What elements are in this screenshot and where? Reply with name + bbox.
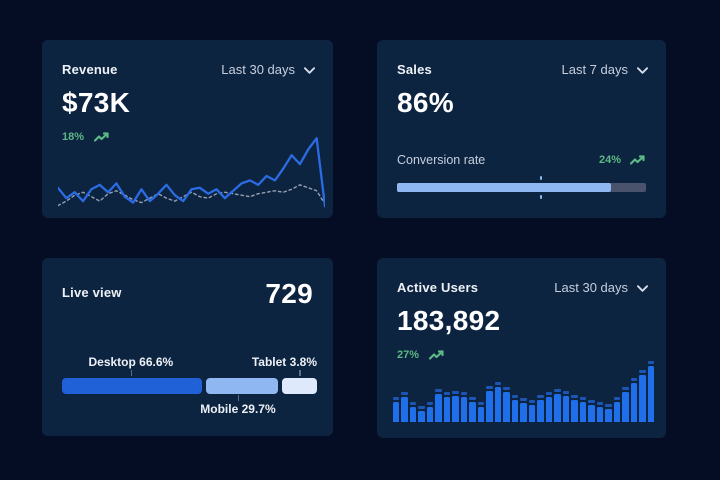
- device-stacked-bar: [62, 378, 318, 394]
- sales-card: Sales Last 7 days 86% Conversion rate 24…: [377, 40, 666, 218]
- conversion-fill: [397, 183, 612, 192]
- mobile-segment: [206, 378, 278, 394]
- user-bar: [460, 392, 468, 422]
- revenue-value: $73K: [62, 87, 131, 118]
- mobile-tick: [237, 395, 240, 401]
- conversion-marker-bottom: [540, 195, 543, 199]
- user-bar: [562, 391, 570, 422]
- user-bar: [605, 403, 612, 422]
- user-bar: [435, 389, 442, 422]
- active-users-value: 183,892: [397, 305, 501, 336]
- conversion-progress: [397, 176, 646, 199]
- tablet-segment-label: Tablet 3.8%: [251, 355, 317, 369]
- user-bar: [639, 369, 646, 422]
- user-bar: [630, 377, 638, 422]
- user-bar: [477, 402, 485, 422]
- revenue-delta: 18%: [62, 131, 85, 143]
- user-bar: [494, 381, 502, 422]
- revenue-card-header: Revenue Last 30 days: [42, 40, 333, 77]
- active-users-card-header: Active Users Last 30 days: [377, 258, 666, 295]
- user-bar: [426, 402, 434, 422]
- active-users-bar-chart: [393, 358, 655, 422]
- sales-card-header: Sales Last 7 days: [377, 40, 666, 77]
- live-view-value: 729: [265, 278, 313, 309]
- sales-range-selector[interactable]: Last 7 days: [561, 62, 648, 77]
- user-bar: [647, 361, 655, 422]
- user-bar: [571, 394, 578, 422]
- sales-value: 86%: [397, 87, 454, 118]
- active-users-range-selector[interactable]: Last 30 days: [554, 280, 648, 295]
- revenue-range-selector[interactable]: Last 30 days: [221, 62, 315, 77]
- user-bar: [596, 402, 604, 422]
- revenue-delta-row: 18%: [42, 131, 333, 143]
- revenue-line-chart: [58, 130, 325, 210]
- conversion-row: Conversion rate 24%: [377, 153, 666, 167]
- revenue-range-label: Last 30 days: [221, 62, 295, 77]
- chevron-down-icon: [637, 67, 648, 74]
- revenue-card: Revenue Last 30 days $73K 18%: [42, 40, 333, 218]
- trending-up-icon: [94, 131, 110, 143]
- tablet-tick: [299, 370, 301, 376]
- user-bar: [622, 386, 629, 422]
- user-bar: [520, 397, 527, 422]
- live-view-card: Live view 729 Desktop 66.6% Tablet 3.8% …: [42, 258, 333, 436]
- active-users-range-label: Last 30 days: [554, 280, 628, 295]
- user-bar: [409, 402, 417, 422]
- device-split-chart: Desktop 66.6% Tablet 3.8% Mobile 29.7%: [62, 355, 318, 417]
- live-view-header: Live view 729: [42, 258, 333, 310]
- user-bar: [469, 396, 476, 422]
- user-bar: [511, 394, 519, 422]
- user-bar: [545, 391, 553, 422]
- user-bar: [528, 400, 536, 422]
- active-users-card: Active Users Last 30 days 183,892 27%: [377, 258, 666, 438]
- chevron-down-icon: [304, 67, 315, 74]
- user-bar: [452, 390, 459, 422]
- sales-range-label: Last 7 days: [561, 62, 629, 77]
- active-users-delta: 27%: [397, 349, 420, 361]
- conversion-marker-top: [540, 176, 543, 180]
- user-bar: [401, 392, 408, 422]
- revenue-title: Revenue: [62, 62, 118, 77]
- user-bar: [393, 396, 400, 422]
- trending-up-icon: [429, 349, 445, 361]
- conversion-delta: 24%: [598, 154, 621, 166]
- tablet-segment: [281, 378, 318, 394]
- user-bar: [613, 396, 621, 422]
- live-view-title: Live view: [62, 285, 122, 300]
- active-users-title: Active Users: [397, 280, 479, 295]
- mobile-segment-label: Mobile 29.7%: [200, 402, 276, 416]
- desktop-segment-label: Desktop 66.6%: [88, 355, 174, 369]
- trending-up-icon: [630, 154, 646, 166]
- user-bar: [418, 405, 425, 422]
- sales-title: Sales: [397, 62, 432, 77]
- desktop-tick: [130, 370, 133, 376]
- user-bar: [579, 396, 587, 422]
- desktop-segment: [62, 378, 203, 394]
- user-bar: [588, 400, 595, 422]
- active-users-delta-row: 27%: [377, 349, 666, 361]
- conversion-label: Conversion rate: [397, 153, 486, 167]
- conversion-delta-row: 24%: [599, 154, 646, 166]
- user-bar: [443, 392, 451, 422]
- user-bar: [554, 389, 561, 422]
- user-bar: [503, 387, 510, 422]
- user-bar: [537, 394, 544, 422]
- user-bar: [486, 385, 493, 422]
- chevron-down-icon: [637, 285, 648, 292]
